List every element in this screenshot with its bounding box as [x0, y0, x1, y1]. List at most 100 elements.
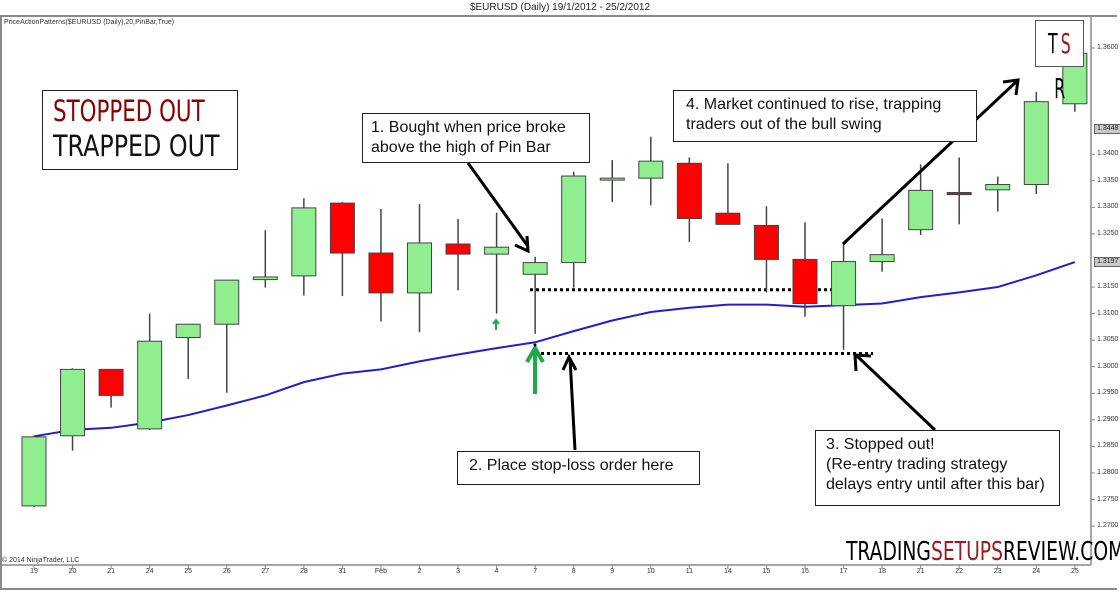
- level-lines: [530, 288, 873, 355]
- price-tick-label: 1.2850: [1097, 442, 1119, 450]
- candle: [137, 313, 163, 430]
- date-tick-label: 10: [646, 568, 655, 575]
- pinbar-signal-arrows: [492, 318, 545, 394]
- axis-ticks: [33, 47, 1095, 569]
- candle: [329, 202, 355, 297]
- candle: [908, 164, 934, 235]
- indicator-label: PriceActionPatterns($EURUSD (Daily),20,P…: [4, 19, 175, 26]
- candle: [60, 368, 86, 451]
- logo-r: R: [1054, 72, 1065, 105]
- date-tick-label: 16: [801, 568, 809, 575]
- logo-s: S: [1060, 27, 1071, 60]
- date-tick-label: 8: [571, 568, 576, 575]
- price-tick-label: 1.2900: [1097, 415, 1119, 423]
- date-tick-label: 22: [955, 568, 964, 575]
- candle: [522, 256, 548, 334]
- candle: [214, 279, 240, 393]
- price-tick-label: 1.3300: [1097, 203, 1119, 211]
- price-tick-label: 1.3000: [1097, 362, 1119, 370]
- pinbar-low-marker: [533, 343, 537, 347]
- candle: [1023, 92, 1049, 195]
- candle: [407, 204, 432, 333]
- date-tick-label: 3: [456, 568, 460, 575]
- candle: [792, 222, 818, 317]
- big-up-arrowhead: [525, 343, 545, 363]
- price-tick-label: 1.2750: [1097, 495, 1119, 503]
- date-tick-label: 11: [685, 568, 693, 575]
- price-tag: 1.3197: [1094, 257, 1120, 268]
- arrow-note1: [466, 162, 529, 246]
- date-tick-label: 26: [222, 568, 231, 575]
- arrowhead-note3: [853, 353, 872, 372]
- brand-review: REVIEW.COM: [1002, 537, 1120, 567]
- brand-setups: SETUPS: [930, 537, 1003, 567]
- date-tick-label: 14: [723, 568, 732, 575]
- note3-line1: 3. Stopped out!: [826, 436, 935, 453]
- chart-title: $EURUSD (Daily) 19/1/2012 - 25/2/2012: [469, 2, 651, 13]
- date-tick-label: Feb: [374, 568, 387, 575]
- date-tick-label: 21: [916, 568, 925, 575]
- price-tick-label: 1.3100: [1097, 309, 1119, 317]
- note2-text: 2. Place stop-loss order here: [469, 457, 674, 474]
- copyright: © 2014 NinjaTrader, LLC: [2, 557, 80, 564]
- note1-line2: above the high of Pin Bar: [371, 139, 551, 156]
- candle: [21, 435, 47, 507]
- logo-t: T: [1048, 27, 1058, 60]
- date-tick-label: 24: [145, 568, 154, 575]
- price-tick-label: 1.2700: [1097, 522, 1119, 530]
- candle: [753, 206, 779, 293]
- date-tick-label: 23: [993, 568, 1002, 575]
- date-tick-label: 19: [30, 568, 38, 575]
- candle: [484, 212, 510, 314]
- price-tick-label: 1.3250: [1097, 229, 1119, 237]
- candle: [715, 163, 741, 225]
- arrow-note4: [841, 80, 1018, 246]
- brand-watermark: TRADINGSETUPSREVIEW.COM: [846, 539, 1120, 565]
- candle: [869, 218, 895, 272]
- note3-line3: delays entry until after this bar): [826, 476, 1045, 493]
- stopped-out-text: STOPPED OUT: [53, 94, 205, 128]
- price-tag: 1.3448: [1094, 123, 1120, 134]
- arrowhead-note4: [1002, 78, 1020, 96]
- note-stop-loss: 2. Place stop-loss order here: [457, 451, 700, 485]
- moving-average-line: [33, 261, 1076, 438]
- date-tick-label: 21: [107, 568, 115, 575]
- date-tick-label: 28: [299, 568, 308, 575]
- price-tick-label: 1.3350: [1097, 176, 1119, 184]
- candle: [599, 160, 625, 203]
- price-tick-label: 1.3400: [1097, 150, 1119, 158]
- date-tick-label: 31: [338, 568, 347, 575]
- candle: [561, 171, 587, 288]
- arrow-note3: [855, 354, 937, 432]
- candle: [368, 208, 394, 322]
- trapped-out-text: TRAPPED OUT: [53, 129, 220, 163]
- candle: [946, 157, 972, 225]
- candle: [175, 323, 201, 379]
- candle: [676, 157, 702, 242]
- date-tick-label: 25: [1070, 568, 1079, 575]
- candle: [638, 136, 664, 206]
- title-badge: STOPPED OUT TRAPPED OUT: [42, 90, 238, 170]
- candle: [445, 219, 471, 291]
- price-tick-label: 1.2800: [1097, 468, 1119, 476]
- date-tick-label: 15: [762, 568, 771, 575]
- date-tick-label: 17: [839, 568, 848, 575]
- price-tick-label: 1.3600: [1097, 44, 1119, 51]
- price-tick-label: 1.3050: [1097, 336, 1119, 344]
- price-tick-label: 1.3150: [1097, 283, 1119, 291]
- note1-line1: 1. Bought when price broke: [371, 119, 566, 136]
- candles: [21, 50, 1088, 507]
- date-tick-label: 27: [261, 568, 270, 575]
- arrow-note2: [568, 357, 577, 451]
- small-up-arrowhead: [492, 318, 500, 325]
- candle: [252, 230, 278, 288]
- note-bought: 1. Bought when price broke above the hig…: [362, 113, 590, 163]
- date-tick-label: 18: [878, 568, 886, 575]
- date-tick-label: 7: [533, 568, 538, 575]
- date-tick-label: 2: [417, 568, 422, 575]
- candle: [985, 176, 1011, 212]
- date-tick-label: 24: [1032, 568, 1041, 575]
- tsr-logo: T SR: [1035, 20, 1084, 105]
- note3-line2: (Re-entry trading strategy: [826, 456, 1008, 473]
